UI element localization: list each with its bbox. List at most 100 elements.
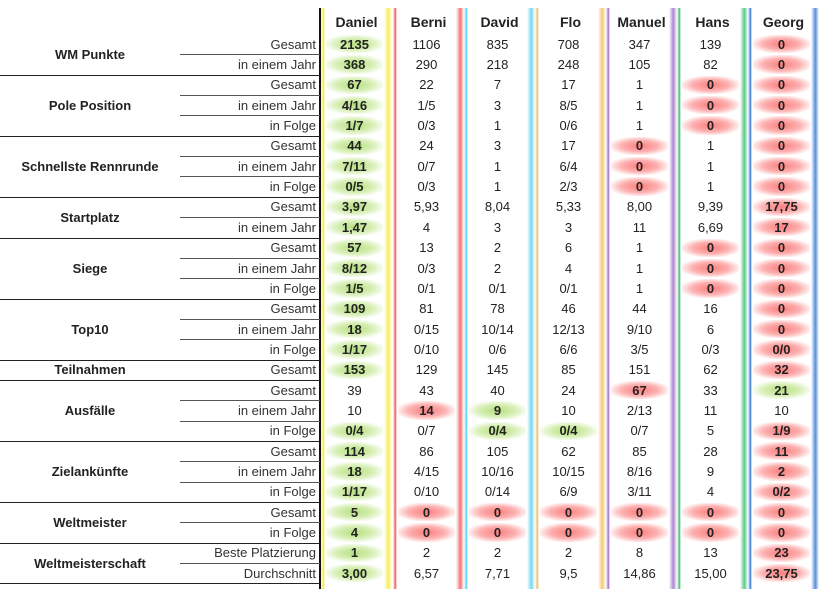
value-cell: 8/16	[626, 464, 653, 480]
row-label: in einem Jahr	[237, 158, 316, 174]
value-cell: 0	[682, 279, 739, 298]
value-cell: 0	[611, 136, 668, 156]
row-label: in einem Jahr	[237, 260, 316, 276]
value-cell: 835	[486, 36, 509, 52]
value-cell: 1	[635, 118, 644, 134]
value-cell: 21	[753, 380, 810, 400]
value-cell: 1	[706, 158, 715, 174]
group-title: Ausfälle	[64, 402, 116, 418]
group-divider	[0, 135, 320, 137]
value-cell: 81	[419, 301, 434, 317]
value-cell: 3/5	[630, 341, 649, 357]
value-cell: 6/4	[559, 158, 578, 174]
row-label: Gesamt	[270, 199, 316, 215]
value-cell: 0	[753, 116, 810, 135]
value-cell: 3	[564, 219, 573, 235]
value-cell: 14,86	[623, 565, 656, 581]
row-label: Durchschnitt	[243, 565, 316, 581]
group-title: Weltmeisterschaft	[34, 555, 146, 571]
value-cell: 0/3	[417, 118, 436, 134]
value-cell: 0/4	[469, 421, 526, 440]
value-cell: 3,00	[326, 564, 383, 583]
value-cell: 3	[493, 97, 502, 113]
value-cell: 145	[486, 362, 509, 378]
row-label: in Folge	[269, 118, 316, 134]
value-cell: 9,5	[559, 565, 578, 581]
row-label: in einem Jahr	[237, 464, 316, 480]
value-cell: 24	[561, 382, 576, 398]
value-cell: 0/7	[417, 423, 436, 439]
row-divider	[180, 563, 320, 565]
column-header-flo: Flo	[560, 14, 581, 30]
column-stripe-right	[811, 8, 819, 589]
value-cell: 23	[753, 543, 810, 563]
value-cell: 3	[493, 138, 502, 154]
value-cell: 105	[486, 443, 509, 459]
value-cell: 1	[493, 158, 502, 174]
value-cell: 0	[753, 279, 810, 298]
value-cell: 2	[564, 545, 573, 561]
row-label: Gesamt	[270, 138, 316, 154]
value-cell: 1,47	[326, 218, 383, 237]
value-cell: 10	[561, 402, 576, 418]
row-divider	[180, 156, 320, 158]
value-cell: 218	[486, 57, 509, 73]
value-cell: 0/15	[413, 321, 440, 337]
value-cell: 0	[611, 177, 668, 196]
value-cell: 3/11	[627, 484, 652, 500]
value-cell: 1/5	[326, 279, 383, 298]
value-cell: 0	[682, 503, 739, 522]
value-cell: 33	[703, 382, 718, 398]
value-cell: 0	[398, 503, 455, 522]
value-cell: 0	[753, 258, 810, 278]
value-cell: 0	[540, 523, 597, 542]
row-label: Gesamt	[270, 504, 316, 520]
value-cell: 7	[493, 77, 502, 93]
value-cell: 0/6	[559, 118, 578, 134]
value-cell: 0/14	[484, 484, 511, 500]
column-separator	[319, 8, 321, 589]
value-cell: 0	[469, 503, 526, 522]
row-label: Gesamt	[270, 36, 316, 52]
value-cell: 347	[628, 36, 651, 52]
value-cell: 0	[682, 258, 739, 278]
value-cell: 40	[490, 382, 505, 398]
row-label: Gesamt	[270, 362, 316, 378]
row-label: in Folge	[269, 179, 316, 195]
value-cell: 12/13	[552, 321, 585, 337]
value-cell: 0	[469, 523, 526, 542]
row-label: in einem Jahr	[237, 321, 316, 337]
value-cell: 2	[493, 545, 502, 561]
value-cell: 7,71	[484, 565, 511, 581]
value-cell: 10	[347, 402, 362, 418]
value-cell: 11	[703, 402, 718, 418]
value-cell: 4	[422, 219, 431, 235]
value-cell: 5	[326, 503, 383, 522]
row-label: in Folge	[269, 525, 316, 541]
row-label: in einem Jahr	[237, 219, 316, 235]
value-cell: 0/1	[559, 280, 578, 296]
value-cell: 9,39	[697, 199, 724, 215]
row-label: in Folge	[269, 280, 316, 296]
value-cell: 46	[561, 301, 576, 317]
row-label: Gesamt	[270, 240, 316, 256]
value-cell: 1	[635, 260, 644, 276]
row-divider	[180, 461, 320, 463]
value-cell: 0/4	[326, 421, 383, 440]
column-stripe-left	[677, 8, 681, 589]
value-cell: 0	[753, 238, 810, 257]
value-cell: 57	[326, 238, 383, 257]
value-cell: 22	[419, 77, 434, 93]
value-cell: 86	[419, 443, 434, 459]
value-cell: 6,57	[413, 565, 440, 581]
column-stripe-right	[740, 8, 748, 589]
value-cell: 1	[635, 240, 644, 256]
value-cell: 67	[611, 380, 668, 400]
value-cell: 1	[706, 138, 715, 154]
value-cell: 10/15	[552, 464, 585, 480]
value-cell: 9/10	[626, 321, 653, 337]
column-stripe-right	[384, 8, 392, 589]
value-cell: 2	[493, 260, 502, 276]
value-cell: 0	[753, 523, 810, 542]
value-cell: 0	[753, 503, 810, 522]
